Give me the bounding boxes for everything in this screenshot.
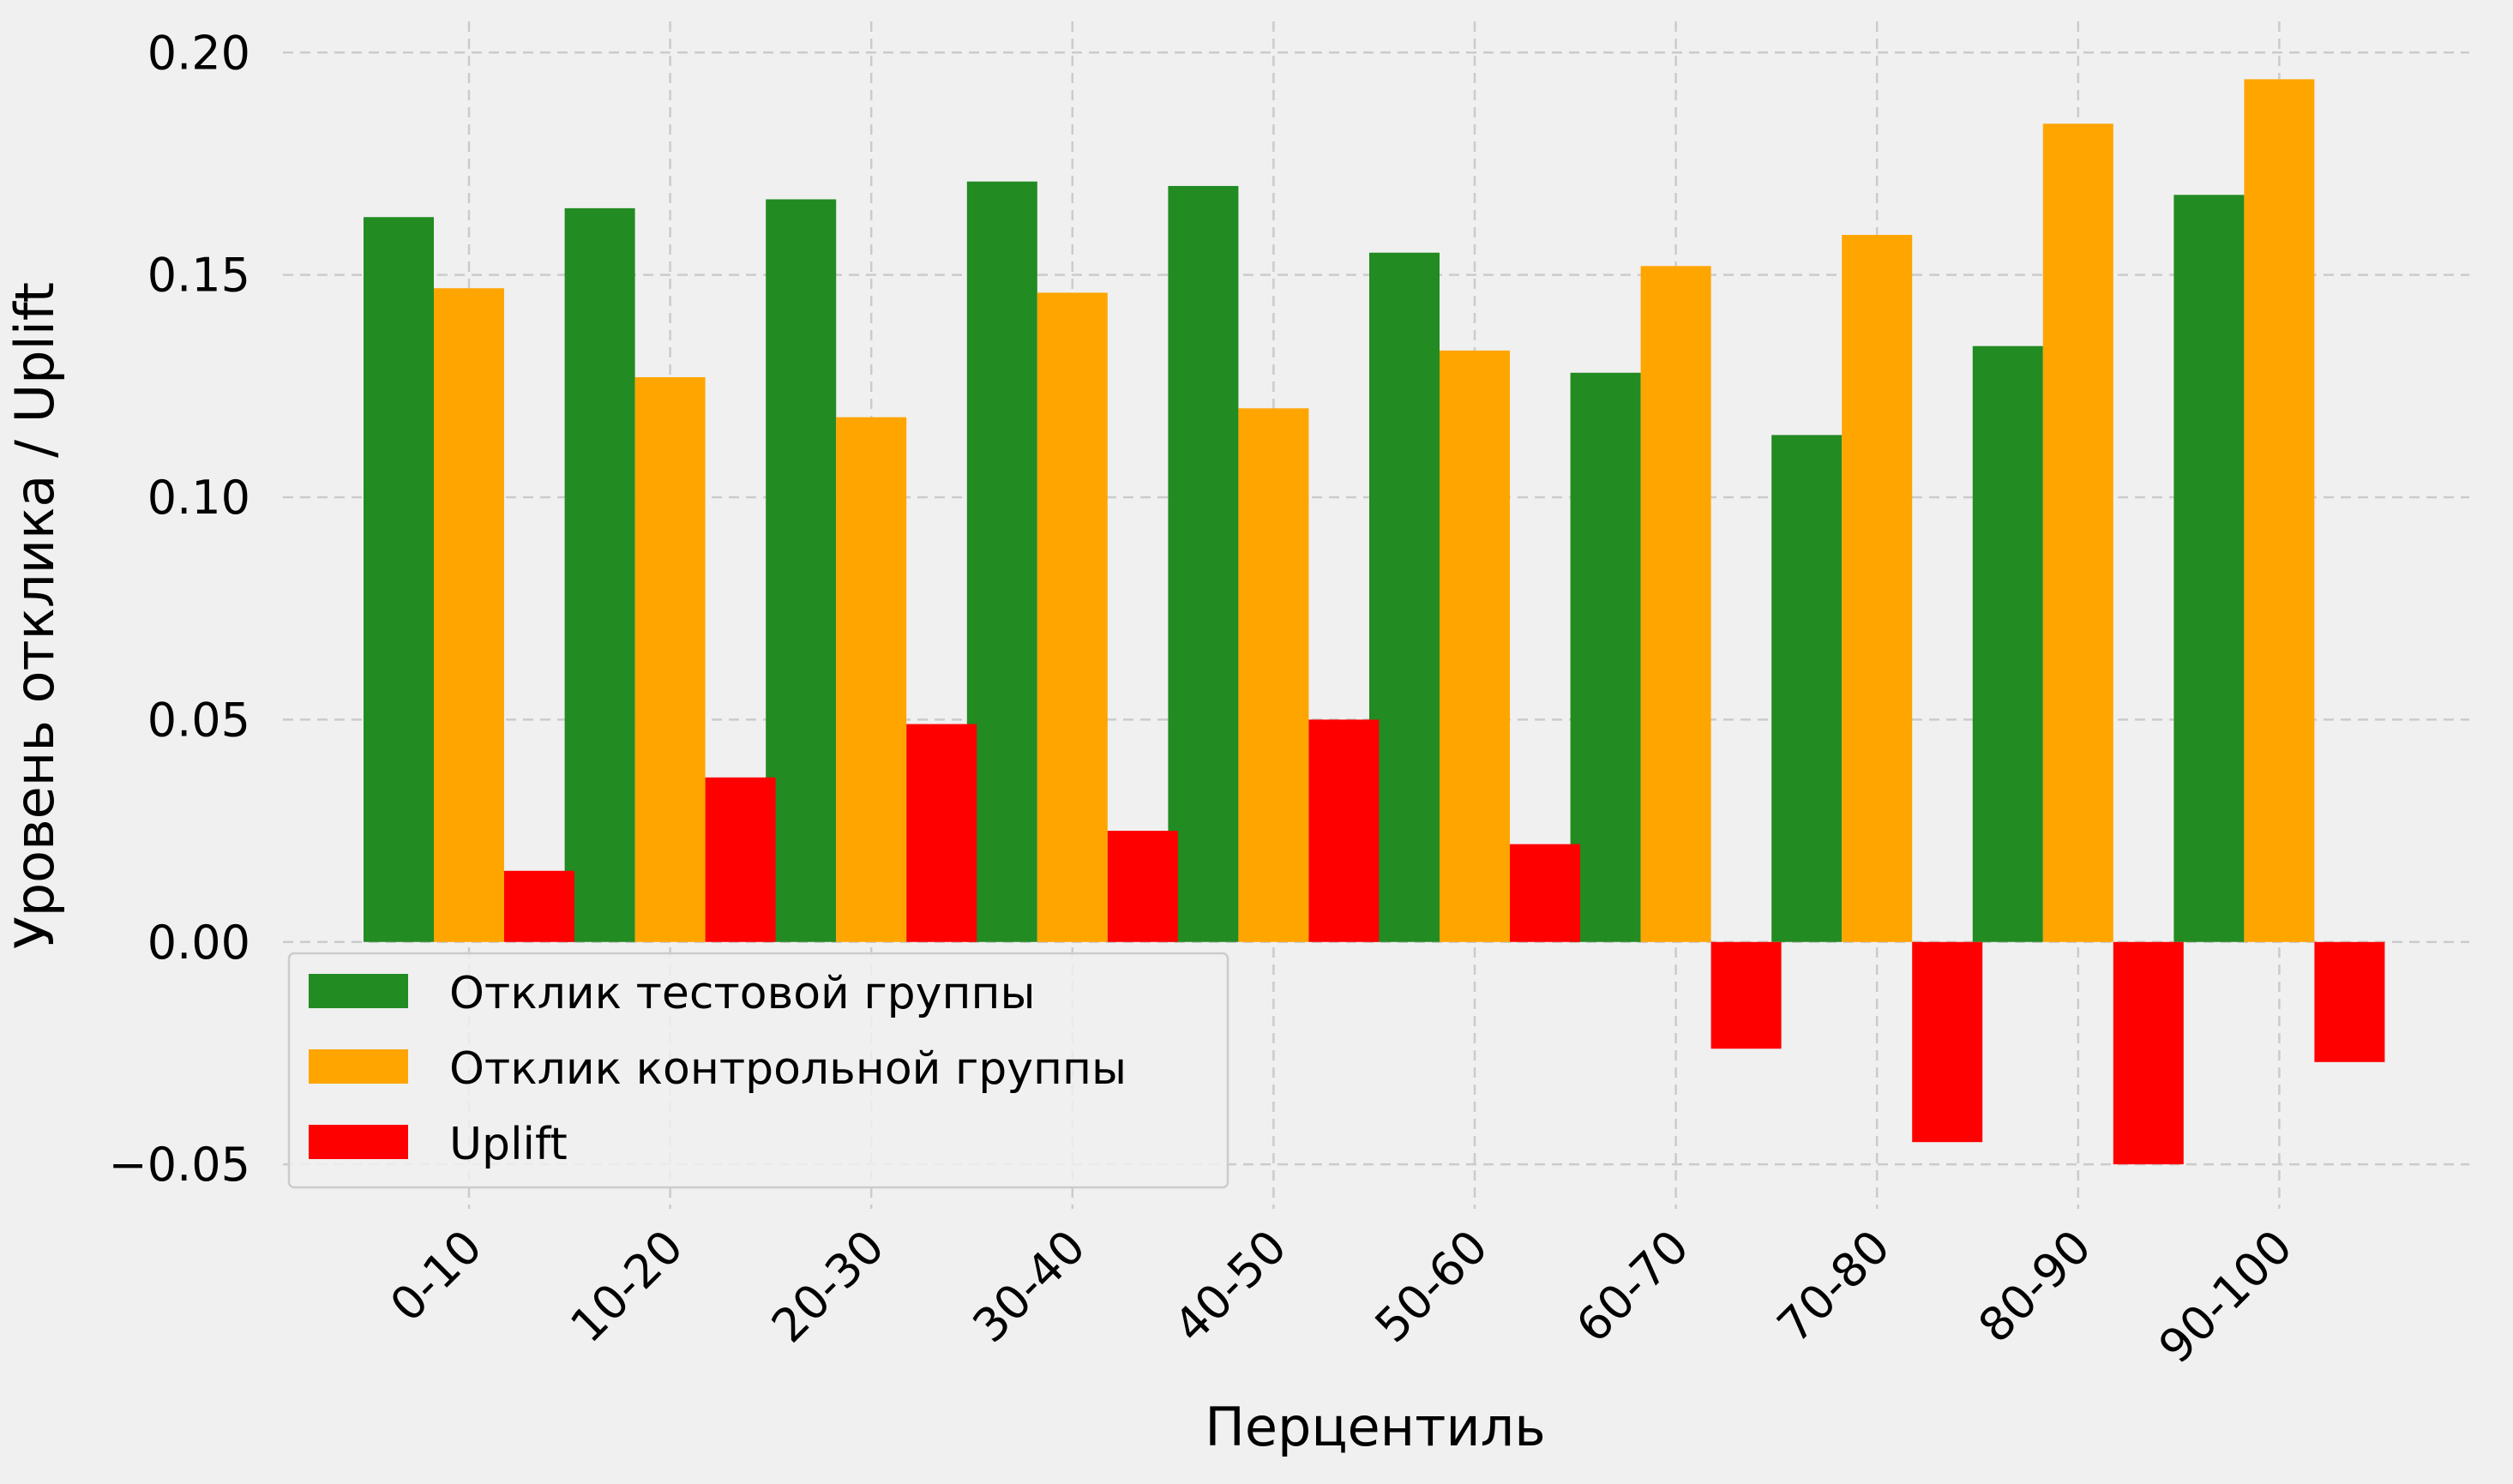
x-tick-label: 10-20 bbox=[560, 1220, 694, 1354]
bar-test bbox=[966, 181, 1037, 942]
bar-uplift bbox=[1510, 844, 1580, 942]
y-tick-label: 0.15 bbox=[147, 249, 250, 303]
bar-uplift bbox=[504, 870, 574, 942]
bar-control bbox=[836, 417, 907, 942]
bar-uplift bbox=[2113, 941, 2184, 1165]
bar-control bbox=[634, 376, 706, 942]
bar-test bbox=[766, 199, 837, 942]
legend-swatch-uplift bbox=[309, 1125, 408, 1159]
y-tick-label: 0.00 bbox=[147, 916, 250, 970]
y-ticks: −0.05 0.00 0.05 0.10 0.15 0.20 bbox=[109, 26, 250, 1192]
x-ticks: 0-10 10-20 20-30 30-40 40-50 50-60 60-70 70-80 8… bbox=[380, 1220, 2303, 1374]
x-axis-label: Перцентиль bbox=[1205, 1396, 1546, 1458]
bar-test bbox=[564, 207, 635, 942]
bar-uplift bbox=[906, 724, 977, 942]
bar-uplift bbox=[2314, 941, 2385, 1062]
bar-test bbox=[364, 217, 434, 942]
x-tick-label: 90-100 bbox=[2149, 1220, 2303, 1374]
y-tick-label: −0.05 bbox=[109, 1138, 250, 1192]
legend-label-uplift: Uplift bbox=[449, 1119, 568, 1170]
legend-label-test: Отклик тестовой группы bbox=[449, 968, 1036, 1019]
bar-test bbox=[1972, 345, 2043, 942]
x-tick-label: 30-40 bbox=[962, 1220, 1096, 1354]
bar-uplift bbox=[1912, 941, 1983, 1143]
bar-control bbox=[2244, 79, 2315, 942]
bar-uplift bbox=[705, 777, 776, 942]
x-tick-label: 0-10 bbox=[380, 1220, 492, 1332]
legend-label-control: Отклик контрольной группы bbox=[449, 1043, 1127, 1095]
x-tick-label: 60-70 bbox=[1566, 1220, 1699, 1354]
bars bbox=[364, 79, 2385, 1165]
x-tick-label: 40-50 bbox=[1163, 1220, 1297, 1354]
x-tick-label: 70-80 bbox=[1767, 1220, 1901, 1354]
bar-uplift bbox=[1308, 719, 1380, 942]
legend-frame bbox=[287, 952, 1229, 1189]
legend: Отклик тестовой группы Отклик контрольно… bbox=[287, 952, 1229, 1189]
bar-test bbox=[1168, 185, 1239, 942]
x-tick-label: 80-90 bbox=[1968, 1220, 2101, 1354]
bar-test bbox=[1369, 252, 1440, 942]
bar-test bbox=[2173, 195, 2245, 942]
bar-control bbox=[1440, 350, 1510, 942]
x-tick-label: 20-30 bbox=[761, 1220, 895, 1354]
bar-test bbox=[1771, 435, 1843, 942]
y-tick-label: 0.05 bbox=[147, 693, 250, 747]
bar-control bbox=[1238, 408, 1309, 942]
bar-control bbox=[1842, 234, 1913, 942]
legend-swatch-control bbox=[309, 1049, 408, 1084]
bar-control bbox=[1037, 292, 1108, 942]
bar-control bbox=[1640, 266, 1711, 942]
bar-uplift bbox=[1710, 941, 1782, 1049]
bar-test bbox=[1570, 372, 1641, 942]
y-axis-label: Уровень отклика / Uplift bbox=[3, 282, 66, 949]
y-tick-label: 0.10 bbox=[147, 471, 250, 525]
bar-uplift bbox=[1107, 831, 1178, 942]
legend-swatch-test bbox=[309, 974, 408, 1008]
x-tick-label: 50-60 bbox=[1365, 1220, 1499, 1354]
bar-control bbox=[2042, 123, 2113, 942]
y-tick-label: 0.20 bbox=[147, 26, 250, 80]
bar-control bbox=[434, 288, 504, 942]
